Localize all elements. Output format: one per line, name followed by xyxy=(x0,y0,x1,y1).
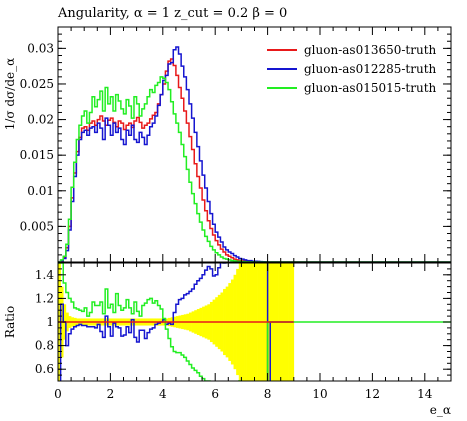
ratio-panel: 0.6 0.8 1 1.2 1.4 Ratio xyxy=(3,262,452,382)
main-series-line-1 xyxy=(58,58,451,262)
ratio-uncertainty-band xyxy=(283,263,287,381)
legend-label-series-1: gluon-as013650-truth xyxy=(304,43,437,57)
main-panel: 0.005 0.01 0.015 0.02 0.025 0.03 1/σ dσ/de_α xyxy=(3,26,452,263)
x-tick-label: 8 xyxy=(264,387,272,401)
ratio-uncertainty-band xyxy=(285,263,289,381)
ratio-uncertainty-band xyxy=(272,263,276,381)
main-series-line-2 xyxy=(58,46,451,262)
x-tick-label: 10 xyxy=(312,387,327,401)
legend-label-series-2: gluon-as012285-truth xyxy=(304,62,437,76)
main-y-tick-label: 0.02 xyxy=(27,113,54,127)
main-series-line-3 xyxy=(58,76,451,262)
ratio-uncertainty-band xyxy=(275,263,279,381)
ratio-uncertainty-band xyxy=(259,263,263,381)
ratio-y-tick-label: 1 xyxy=(46,315,54,329)
ratio-uncertainty-band xyxy=(278,263,281,381)
ratio-y-tick-label: 1.2 xyxy=(35,291,54,305)
ratio-y-tick-label: 0.6 xyxy=(35,362,54,376)
main-y-axis-label: 1/σ dσ/de_α xyxy=(3,58,17,131)
x-tick-label: 12 xyxy=(365,387,380,401)
main-y-tick-label: 0.015 xyxy=(20,148,54,162)
ratio-y-tick-label: 1.4 xyxy=(35,268,54,282)
ratio-uncertainty-band xyxy=(288,263,292,381)
chart-title: Angularity, α = 1 z_cut = 0.2 β = 0 xyxy=(57,6,287,21)
ratio-y-tick-label: 0.8 xyxy=(35,339,54,353)
ratio-y-axis-label: Ratio xyxy=(3,306,17,338)
ratio-uncertainty-band xyxy=(280,263,284,381)
main-y-tick-label: 0.025 xyxy=(20,77,54,91)
x-tick-label: 4 xyxy=(159,387,167,401)
x-tick-label: 2 xyxy=(107,387,115,401)
legend-label-series-3: gluon-as015015-truth xyxy=(304,81,437,95)
main-y-tick-label: 0.005 xyxy=(20,219,54,233)
x-axis-label: e_α xyxy=(430,403,451,417)
ratio-series-line-2 xyxy=(58,263,294,381)
main-y-tick-label: 0.01 xyxy=(27,184,54,198)
x-tick-label: 6 xyxy=(211,387,219,401)
ratio-uncertainty-band xyxy=(291,263,295,381)
x-tick-label: 14 xyxy=(417,387,433,401)
x-tick-label: 0 xyxy=(54,387,62,401)
ratio-series-line-1 xyxy=(59,263,294,381)
main-y-tick-label: 0.03 xyxy=(27,41,54,55)
legend: gluon-as013650-truth gluon-as012285-trut… xyxy=(267,43,437,95)
